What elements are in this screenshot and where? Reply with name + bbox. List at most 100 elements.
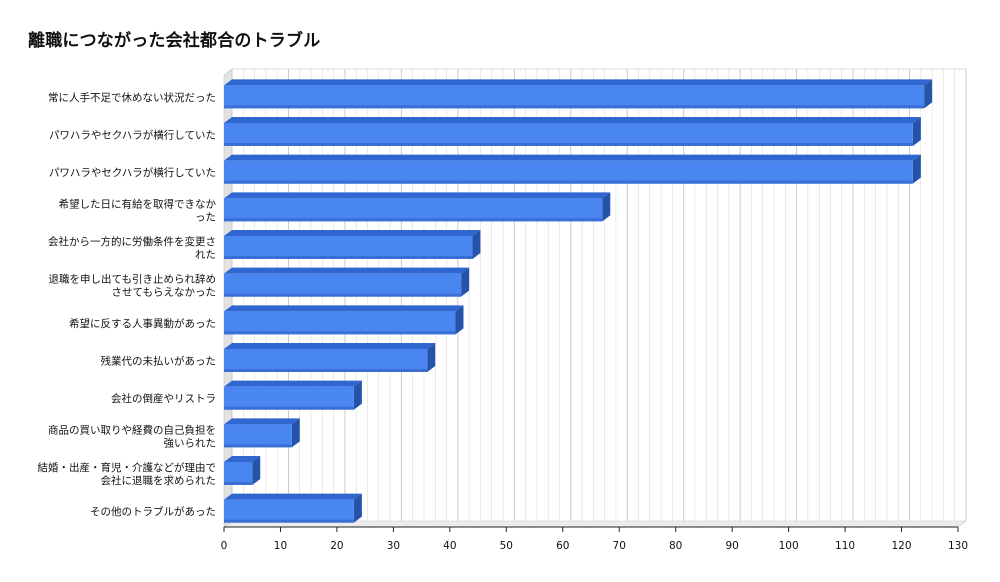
x-tick-label: 30 xyxy=(387,540,400,552)
x-tick-label: 40 xyxy=(443,540,456,552)
bar-bottom-shade xyxy=(224,180,913,184)
x-axis-ticks: 0 10 20 30 40 50 60 70 80 90 100 110 120 130 xyxy=(221,526,968,552)
bar xyxy=(224,154,921,184)
bar-top-face xyxy=(224,230,481,236)
bar-front-face xyxy=(224,236,473,259)
bar-front-face xyxy=(224,349,428,372)
bar-end-face xyxy=(291,418,300,448)
x-tick-label: 100 xyxy=(779,540,799,552)
bar-end-face xyxy=(455,305,464,335)
bar-end-face xyxy=(472,230,481,259)
bar-end-face xyxy=(461,267,470,297)
bar-end-face xyxy=(353,493,362,523)
category-label: その他のトラブルがあった xyxy=(90,505,216,518)
bar xyxy=(224,267,470,297)
bar-end-face xyxy=(602,192,611,222)
x-tick-label: 70 xyxy=(613,540,626,552)
bar-front-face xyxy=(224,198,603,222)
bar-end-face xyxy=(912,117,921,146)
bar-end-face xyxy=(353,380,362,410)
bar-top-face xyxy=(224,343,436,349)
bar xyxy=(224,418,300,448)
category-label-line: 強いられた xyxy=(164,436,217,449)
bar-top-face xyxy=(224,154,921,161)
bar-front-face xyxy=(224,123,913,146)
bar-end-face xyxy=(427,343,436,372)
bar-top-face xyxy=(224,79,933,86)
x-tick-label: 110 xyxy=(835,540,855,552)
category-label-line: 会社の倒産やリストラ xyxy=(111,392,216,405)
bar xyxy=(224,117,921,146)
bar-bottom-shade xyxy=(224,293,462,297)
bar-front-face xyxy=(224,424,292,448)
bar-top-face xyxy=(224,267,470,274)
bar-front-face xyxy=(224,386,354,410)
category-label: 商品の買い取りや経費の自己負担を強いられた xyxy=(48,423,216,449)
bar-top-face xyxy=(224,456,261,462)
bar xyxy=(224,343,436,372)
bar-front-face xyxy=(224,462,253,485)
bar-top-face xyxy=(224,493,362,500)
bar-top-face xyxy=(224,418,300,425)
category-label-line: パワハラやセクハラが横行していた xyxy=(49,166,216,179)
bar xyxy=(224,493,362,523)
category-label-line: 商品の買い取りや経費の自己負担を xyxy=(48,423,216,436)
bar-bottom-shade xyxy=(224,369,428,372)
category-label-line: 希望に反する人事異動があった xyxy=(69,317,216,330)
category-label: 結婚・出産・育児・介護などが理由で会社に退職を求められた xyxy=(38,461,217,487)
bars-layer xyxy=(224,79,933,523)
x-tick-label: 50 xyxy=(500,540,513,552)
bar-bottom-shade xyxy=(224,519,354,523)
x-tick-label: 0 xyxy=(221,540,228,552)
category-label: 退職を申し出ても引き止められ辞めさせてもらえなかった xyxy=(49,273,216,299)
category-label-line: れた xyxy=(195,249,216,261)
category-label-line: 会社に退職を求められた xyxy=(101,474,217,487)
x-tick-label: 10 xyxy=(274,540,287,552)
bar-bottom-shade xyxy=(224,406,354,410)
bar-front-face xyxy=(224,273,462,297)
category-label-line: 結婚・出産・育児・介護などが理由で xyxy=(38,461,217,474)
bar xyxy=(224,305,464,335)
x-tick-label: 120 xyxy=(892,540,912,552)
x-tick-label: 20 xyxy=(330,540,343,552)
category-label-line: 退職を申し出ても引き止められ辞め xyxy=(49,273,216,286)
bar-top-face xyxy=(224,117,921,123)
bar-bottom-shade xyxy=(224,256,473,259)
bar xyxy=(224,192,611,222)
category-label: 会社から一方的に労働条件を変更された xyxy=(48,235,216,261)
x-tick-label: 90 xyxy=(725,540,738,552)
category-label-line: 残業代の未払いがあった xyxy=(101,355,217,368)
bar xyxy=(224,79,933,109)
category-label-line: パワハラやセクハラが横行していた xyxy=(49,129,216,142)
category-label: 残業代の未払いがあった xyxy=(101,355,217,368)
bar-top-face xyxy=(224,192,611,199)
bar-top-face xyxy=(224,380,362,387)
bar-bottom-shade xyxy=(224,218,603,222)
category-labels: 常に人手不足で休めない状況だったパワハラやセクハラが横行していたパワハラやセクハ… xyxy=(38,91,217,518)
bar-front-face xyxy=(224,85,925,109)
bar-bottom-shade xyxy=(224,143,913,146)
category-label: 希望した日に有給を取得できなかった xyxy=(59,197,217,223)
bar xyxy=(224,456,261,485)
bar-top-face xyxy=(224,305,464,312)
bar-front-face xyxy=(224,499,354,523)
category-label-line: させてもらえなかった xyxy=(112,287,216,299)
bar-end-face xyxy=(252,456,261,485)
category-label-line: 会社から一方的に労働条件を変更さ xyxy=(48,235,216,248)
category-label: パワハラやセクハラが横行していた xyxy=(49,166,216,179)
bar-front-face xyxy=(224,160,913,184)
x-tick-label: 60 xyxy=(556,540,569,552)
category-label-line: った xyxy=(195,211,216,223)
chart-title: 離職につながった会社都合のトラブル xyxy=(28,31,321,51)
bar-end-face xyxy=(912,154,921,184)
x-tick-label: 80 xyxy=(669,540,682,552)
bar xyxy=(224,380,362,410)
category-label: 常に人手不足で休めない状況だった xyxy=(48,91,216,104)
category-label: 会社の倒産やリストラ xyxy=(111,392,216,405)
bar xyxy=(224,230,481,259)
x-tick-label: 130 xyxy=(948,540,968,552)
bar-bottom-shade xyxy=(224,105,925,109)
category-label-line: その他のトラブルがあった xyxy=(90,505,216,518)
bar-end-face xyxy=(924,79,933,109)
